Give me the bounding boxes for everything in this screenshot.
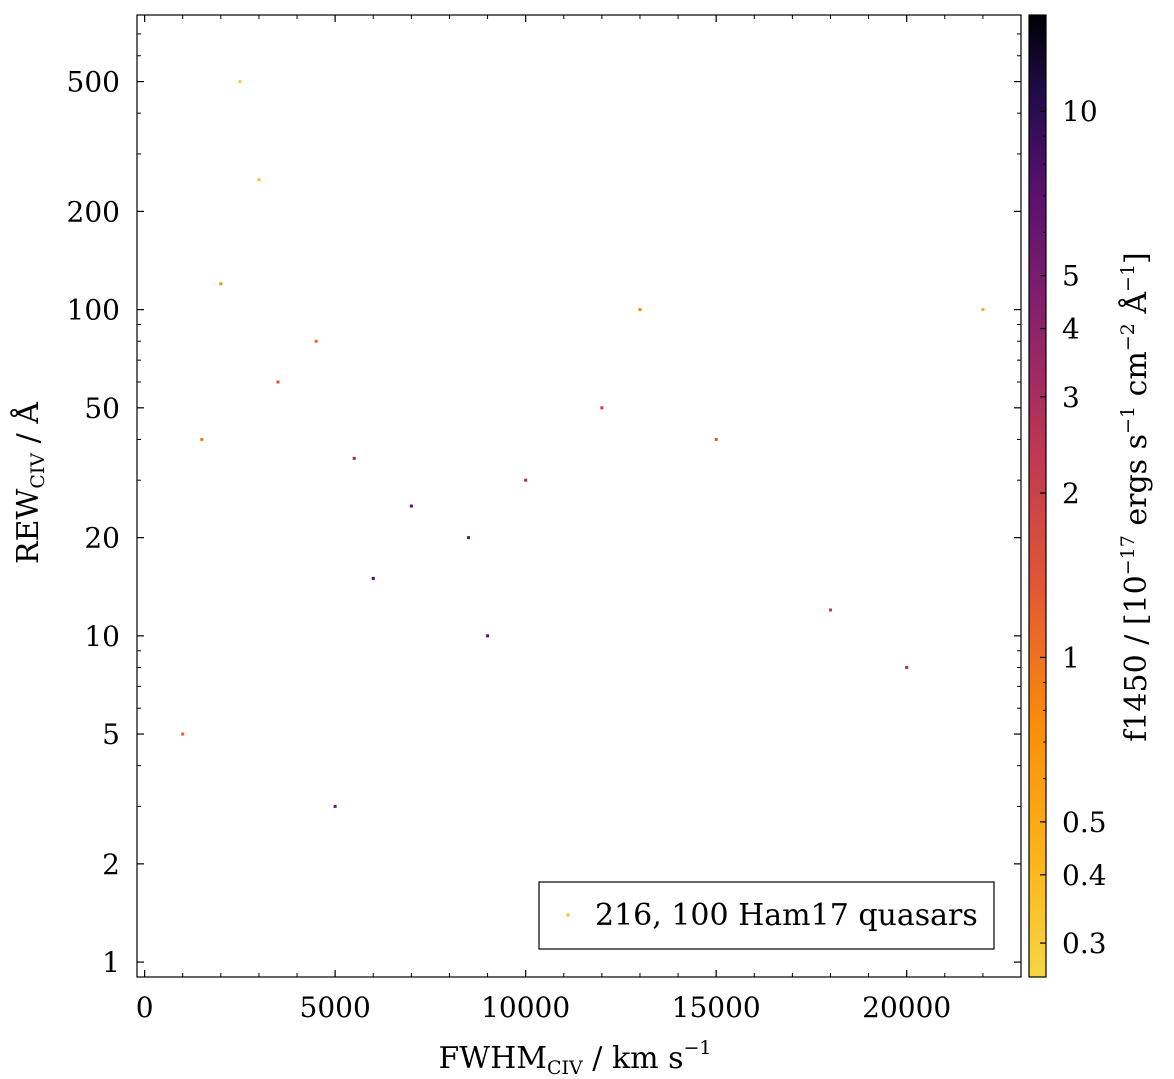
x-axis: 0 5000 10000 15000 20000: [136, 15, 984, 1024]
data-point: [467, 536, 470, 540]
colorbar-tick-label: 0.3: [1062, 927, 1107, 960]
data-point: [905, 665, 909, 669]
colorbar-tick-label: 1: [1062, 641, 1080, 674]
y-tick-label: 2: [102, 848, 120, 881]
y-tick-label: 100: [67, 294, 120, 327]
y-tick-label: 20: [84, 522, 120, 555]
colorbar-tick-label: 2: [1062, 477, 1080, 510]
data-point: [409, 504, 413, 508]
y-tick-label: 10: [84, 620, 120, 653]
legend-box: [538, 881, 995, 950]
x-tick-label: 20000: [862, 991, 951, 1024]
colorbar-tick-label: 5: [1062, 260, 1080, 293]
y-tick-label: 1: [102, 946, 120, 979]
y-axis-title: REWCIV / Å: [10, 402, 49, 564]
colorbar-tick-label: 10: [1062, 95, 1098, 128]
data-point: [828, 608, 832, 612]
data-point: [314, 339, 318, 343]
x-axis-title: FWHMCIV / km s−1: [438, 1037, 711, 1079]
plot-frame: [136, 14, 1022, 978]
data-point: [238, 80, 242, 84]
colorbar-tick-label: 0.4: [1062, 859, 1107, 892]
colorbar-tick-label: 0.5: [1062, 806, 1107, 839]
y-tick-label: 500: [67, 66, 120, 99]
data-point: [600, 406, 604, 410]
colorbar-axis: 0.3 0.4 0.5 1 2 3 4 5 10: [1040, 95, 1107, 960]
x-tick-label: 15000: [672, 991, 761, 1024]
data-point: [486, 634, 490, 638]
data-point: [352, 456, 356, 460]
colorbar-title: f1450 / [10−17 ergs s−1 cm−2 Å−1]: [1117, 252, 1154, 742]
y-tick-label: 5: [102, 718, 120, 751]
data-point: [219, 282, 223, 286]
y-tick-label: 50: [84, 392, 120, 425]
data-point: [981, 308, 985, 312]
data-point: [276, 380, 280, 384]
legend-marker: [566, 913, 570, 917]
legend-label: 216, 100 Ham17 quasars: [595, 898, 978, 933]
colorbar-tick-label: 3: [1062, 381, 1080, 414]
data-point: [181, 732, 185, 736]
data-point: [257, 178, 261, 182]
data-points: [181, 80, 985, 808]
data-point: [200, 437, 204, 441]
x-tick-label: 0: [136, 991, 154, 1024]
data-point: [714, 437, 718, 441]
legend: 216, 100 Ham17 quasars: [538, 881, 995, 950]
colorbar-tick-label: 4: [1062, 313, 1080, 346]
x-tick-label: 10000: [481, 991, 570, 1024]
x-tick-label: 5000: [300, 991, 371, 1024]
data-point: [524, 478, 528, 482]
data-point: [638, 308, 642, 312]
y-tick-label: 200: [67, 195, 120, 228]
data-point: [333, 804, 337, 808]
data-point: [371, 576, 375, 580]
colorbar: [1028, 14, 1047, 978]
y-axis: 1 2 5 10 20 50 100 200 500: [67, 33, 1021, 979]
plot-area: [137, 15, 1021, 977]
